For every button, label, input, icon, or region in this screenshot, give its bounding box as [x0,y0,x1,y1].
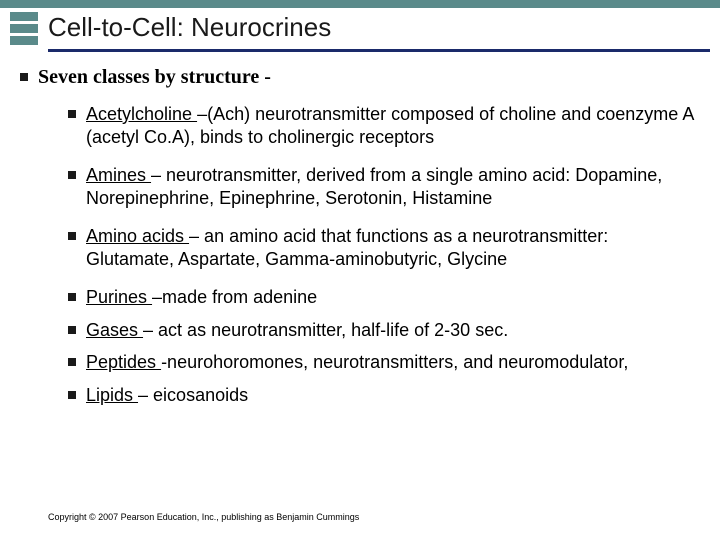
item-rest: -neurohoromones, neurotransmitters, and … [161,352,628,372]
list-item: Acetylcholine –(Ach) neurotransmitter co… [68,103,700,148]
copyright-text: Copyright © 2007 Pearson Education, Inc.… [48,512,359,522]
title-area: Cell-to-Cell: Neurocrines [48,12,710,52]
sub-list: Acetylcholine –(Ach) neurotransmitter co… [68,103,700,406]
item-rest: – eicosanoids [138,385,248,405]
item-term: Amino acids [86,226,189,246]
title-underline [48,49,710,52]
main-bullet: Seven classes by structure - [20,66,700,89]
logo-bar [10,36,38,45]
item-term: Acetylcholine [86,104,197,124]
bullet-square-icon [68,110,76,118]
item-term: Peptides [86,352,161,372]
item-text: Amines – neurotransmitter, derived from … [86,164,700,209]
main-bullet-text: Seven classes by structure - [38,66,271,89]
list-item: Amines – neurotransmitter, derived from … [68,164,700,209]
list-item: Lipids – eicosanoids [68,384,700,407]
bullet-square-icon [68,232,76,240]
item-text: Peptides -neurohoromones, neurotransmitt… [86,351,628,374]
list-item: Peptides -neurohoromones, neurotransmitt… [68,351,700,374]
list-item: Amino acids – an amino acid that functio… [68,225,700,270]
bullet-square-icon [68,326,76,334]
item-rest: –made from adenine [152,287,317,307]
item-term: Lipids [86,385,138,405]
list-item: Purines –made from adenine [68,286,700,309]
item-term: Amines [86,165,151,185]
item-rest: – act as neurotransmitter, half-life of … [143,320,508,340]
bullet-square-icon [20,73,28,81]
item-text: Amino acids – an amino acid that functio… [86,225,700,270]
slide-title: Cell-to-Cell: Neurocrines [48,12,710,47]
item-text: Lipids – eicosanoids [86,384,248,407]
item-text: Acetylcholine –(Ach) neurotransmitter co… [86,103,700,148]
bullet-square-icon [68,391,76,399]
item-rest: – neurotransmitter, derived from a singl… [86,165,662,208]
logo-bar [10,12,38,21]
header-band [0,0,720,8]
item-text: Purines –made from adenine [86,286,317,309]
bullet-square-icon [68,293,76,301]
item-term: Purines [86,287,152,307]
logo-block [10,12,38,45]
item-text: Gases – act as neurotransmitter, half-li… [86,319,508,342]
content-area: Seven classes by structure - Acetylcholi… [20,66,700,416]
logo-bar [10,24,38,33]
item-term: Gases [86,320,143,340]
bullet-square-icon [68,358,76,366]
bullet-square-icon [68,171,76,179]
list-item: Gases – act as neurotransmitter, half-li… [68,319,700,342]
